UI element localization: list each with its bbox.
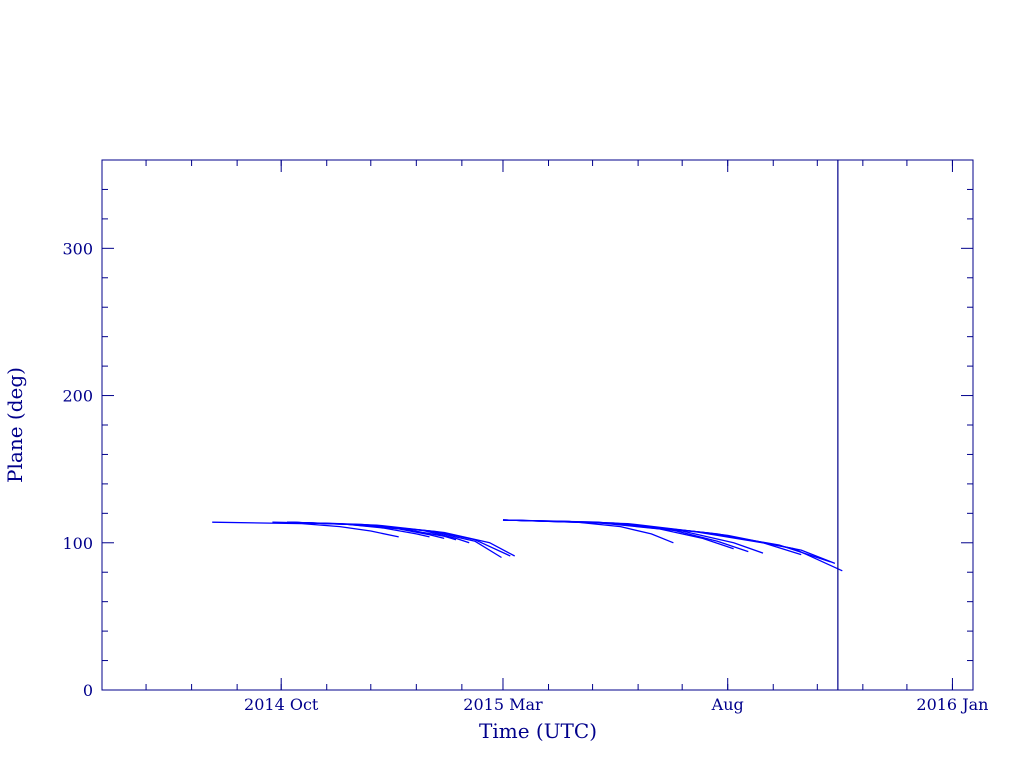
axis-ticks — [101, 159, 973, 691]
x-axis-label: Time (UTC) — [479, 719, 597, 743]
plot-frame — [101, 159, 974, 691]
series-line — [287, 521, 516, 557]
series-line — [502, 519, 802, 556]
y-axis-label: Plane (deg) — [3, 367, 27, 483]
y-tick-label: 0 — [83, 681, 93, 700]
y-tick-label: 100 — [62, 534, 93, 553]
x-tick-label: 2015 Mar — [463, 695, 543, 714]
x-tick-label: Aug — [711, 695, 744, 714]
plot-area — [101, 159, 974, 691]
y-tick-label: 200 — [62, 387, 93, 406]
y-tick-label: 300 — [62, 239, 93, 258]
series-line — [502, 519, 843, 572]
x-tick-label: 2016 Jan — [916, 695, 988, 714]
series-line — [502, 519, 836, 565]
series-line — [502, 519, 831, 563]
x-tick-label: 2014 Oct — [244, 695, 319, 714]
series-line — [502, 519, 674, 544]
tick-labels: 0 100 200 300 2014 Oct 2015 Mar Aug 2016 Jan — [62, 239, 988, 714]
series-line — [212, 521, 399, 538]
series-layer — [212, 519, 843, 572]
